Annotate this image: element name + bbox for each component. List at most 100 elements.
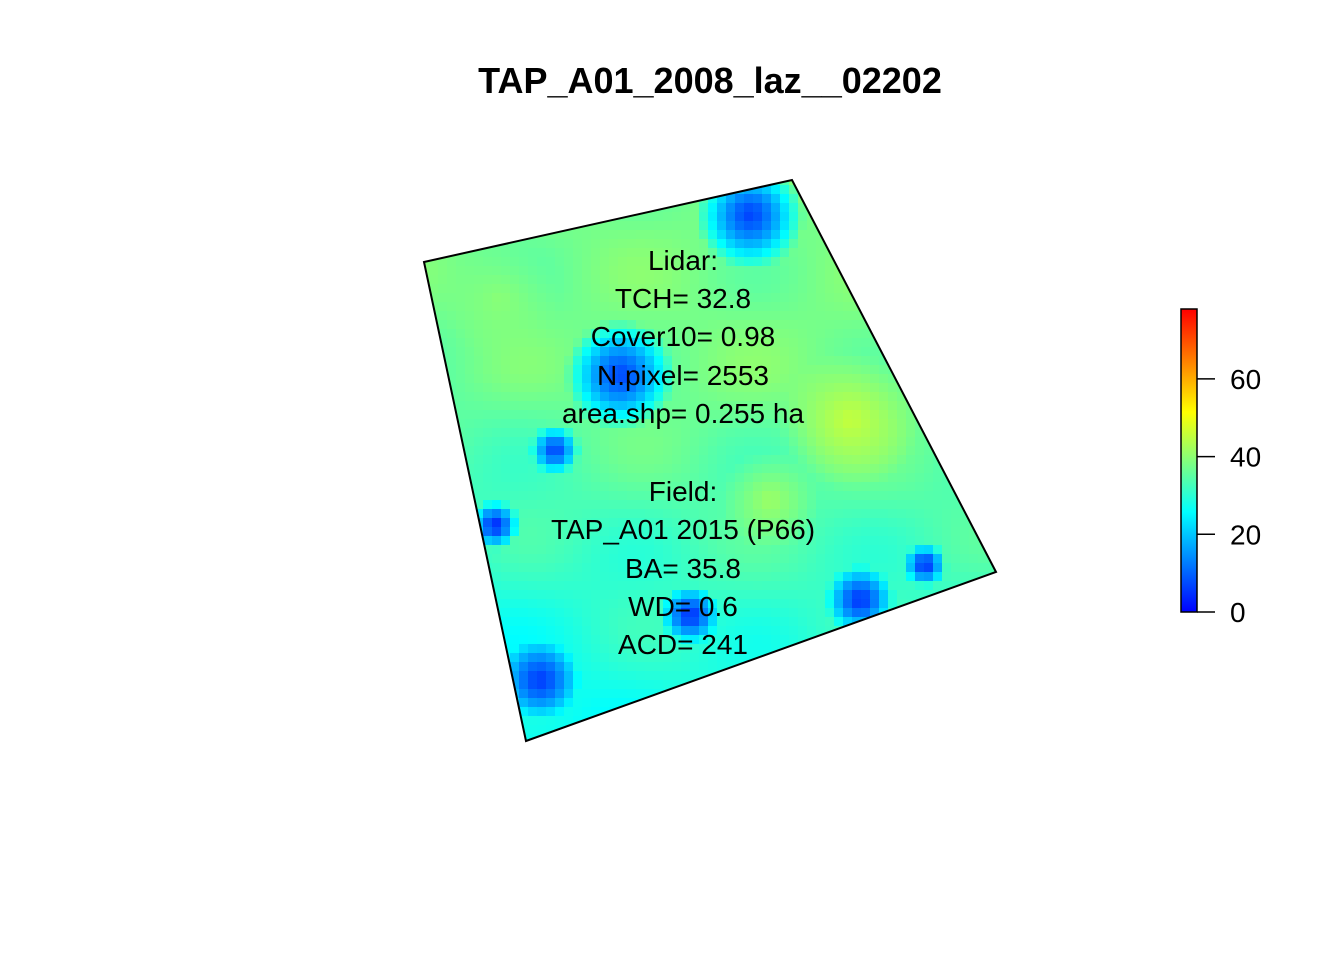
raster-cell <box>663 239 673 249</box>
raster-cell <box>843 401 853 411</box>
raster-cell <box>447 428 457 438</box>
raster-cell <box>600 473 610 483</box>
raster-cell <box>424 203 430 213</box>
raster-cell <box>888 203 898 213</box>
raster-cell <box>591 536 601 546</box>
raster-cell <box>582 185 592 195</box>
raster-cell <box>897 293 907 303</box>
raster-cell <box>564 572 574 582</box>
raster-cell <box>546 221 556 231</box>
raster-cell <box>924 707 934 717</box>
raster-cell <box>573 500 583 510</box>
raster-cell <box>483 257 493 267</box>
raster-cell <box>807 527 817 537</box>
raster-cell <box>600 554 610 564</box>
raster-cell <box>726 203 736 213</box>
raster-cell <box>429 590 439 600</box>
raster-cell <box>681 401 691 411</box>
raster-cell <box>960 734 970 741</box>
raster-cell <box>780 464 790 474</box>
raster-cell <box>996 455 1006 465</box>
raster-cell <box>474 626 484 636</box>
raster-cell <box>987 437 996 447</box>
raster-cell <box>771 707 781 717</box>
raster-cell <box>825 734 835 741</box>
raster-cell <box>627 707 637 717</box>
raster-cell <box>978 401 988 411</box>
raster-cell <box>870 725 880 735</box>
raster-cell <box>618 635 628 645</box>
raster-cell <box>987 275 996 285</box>
raster-cell <box>600 329 610 339</box>
raster-cell <box>519 212 529 222</box>
raster-cell <box>699 302 709 312</box>
raster-cell <box>762 626 772 636</box>
raster-cell <box>834 365 844 375</box>
raster-cell <box>897 662 907 672</box>
raster-cell <box>888 221 898 231</box>
raster-cell <box>600 509 610 519</box>
raster-cell <box>438 410 448 420</box>
raster-cell <box>681 320 691 330</box>
raster-cell <box>636 545 646 555</box>
raster-cell <box>591 374 601 384</box>
raster-cell <box>942 284 952 294</box>
raster-cell <box>879 671 889 681</box>
raster-cell <box>744 590 754 600</box>
raster-cell <box>429 671 439 681</box>
raster-cell <box>969 563 979 573</box>
raster-cell <box>483 185 493 195</box>
raster-cell <box>978 302 988 312</box>
raster-cell <box>573 392 583 402</box>
raster-cell <box>618 338 628 348</box>
raster-cell <box>438 428 448 438</box>
raster-cell <box>555 221 565 231</box>
raster-cell <box>771 482 781 492</box>
raster-cell <box>537 644 547 654</box>
raster-cell <box>897 446 907 456</box>
raster-cell <box>654 248 664 258</box>
raster-cell <box>681 302 691 312</box>
raster-cell <box>681 518 691 528</box>
raster-cell <box>744 545 754 555</box>
raster-cell <box>663 320 673 330</box>
raster-cell <box>798 383 808 393</box>
raster-cell <box>933 464 943 474</box>
raster-cell <box>870 671 880 681</box>
raster-cell <box>591 356 601 366</box>
raster-cell <box>879 180 889 186</box>
raster-cell <box>600 608 610 618</box>
raster-cell <box>672 194 682 204</box>
raster-cell <box>717 392 727 402</box>
raster-cell <box>762 248 772 258</box>
raster-cell <box>519 365 529 375</box>
raster-cell <box>564 392 574 402</box>
raster-cell <box>861 302 871 312</box>
raster-cell <box>798 419 808 429</box>
raster-cell <box>987 734 996 741</box>
raster-cell <box>672 716 682 726</box>
raster-cell <box>519 464 529 474</box>
raster-cell <box>447 356 457 366</box>
raster-cell <box>834 572 844 582</box>
raster-cell <box>807 689 817 699</box>
raster-cell <box>627 239 637 249</box>
raster-cell <box>474 365 484 375</box>
raster-cell <box>798 203 808 213</box>
raster-cell <box>690 545 700 555</box>
raster-cell <box>834 194 844 204</box>
raster-cell <box>861 626 871 636</box>
raster-cell <box>627 482 637 492</box>
raster-cell <box>690 230 700 240</box>
raster-cell <box>555 617 565 627</box>
raster-cell <box>960 293 970 303</box>
raster-cell <box>861 527 871 537</box>
raster-cell <box>546 374 556 384</box>
raster-cell <box>942 455 952 465</box>
raster-cell <box>717 437 727 447</box>
raster-cell <box>888 473 898 483</box>
raster-cell <box>510 527 520 537</box>
raster-cell <box>924 644 934 654</box>
raster-cell <box>969 356 979 366</box>
raster-cell <box>600 311 610 321</box>
